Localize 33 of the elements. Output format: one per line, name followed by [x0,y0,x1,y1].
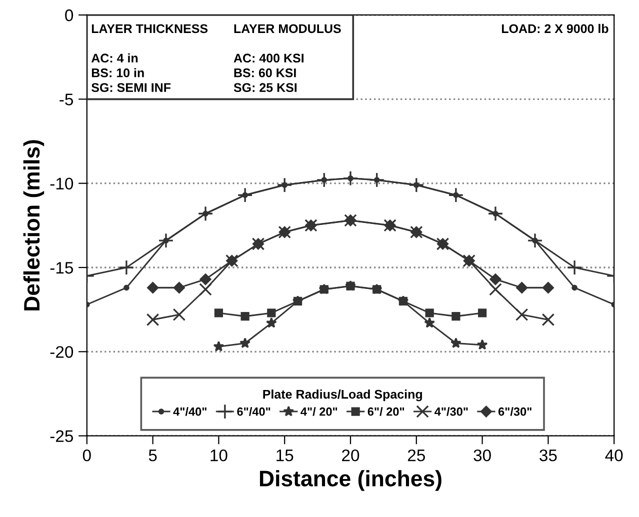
annotation: SG: SEMI INF [91,83,171,92]
legend-label: 4"/ 20" [300,407,338,416]
annotation: LAYER THICKNESS [92,24,208,34]
x-tick-label: 35 [540,449,557,462]
y-tick-label: -15 [50,262,74,274]
x-tick-label: 10 [210,449,228,462]
legend-label: 4"/30" [434,407,468,416]
legend-title: Plate Radius/Load Spacing [263,390,422,402]
annotation: LOAD: 2 X 9000 lb [502,24,608,34]
annotation: BS: 60 KSI [234,68,296,78]
y-tick-label: -25 [50,430,74,442]
annotation: SG: 25 KSI [234,83,297,92]
x-axis-title: Distance (inches) [260,470,442,491]
y-tick-label: -10 [50,178,74,190]
y-tick-label: -5 [60,94,74,106]
y-tick-label: 0 [65,9,74,22]
x-tick-label: 40 [605,449,623,462]
y-axis-title: Deflection (mils) [23,140,44,310]
x-tick-label: 20 [342,449,360,462]
legend-label: 6"/30" [498,407,532,416]
legend-label: 6"/40" [237,407,270,416]
annotation: AC: 400 KSI [234,54,304,63]
annotation: LAYER MODULUS [234,24,341,34]
y-tick-label: -20 [50,346,74,358]
x-tick-label: 30 [474,449,491,462]
annotation: BS: 10 in [92,68,144,78]
x-tick-label: 25 [408,449,425,462]
annotation: AC: 4 in [91,53,138,63]
legend-label: 6"/ 20" [368,407,404,416]
x-tick-label: 15 [276,450,294,462]
x-tick-label: 5 [148,450,157,462]
legend-label: 4"/40" [173,407,206,416]
x-tick-label: 0 [82,449,91,462]
